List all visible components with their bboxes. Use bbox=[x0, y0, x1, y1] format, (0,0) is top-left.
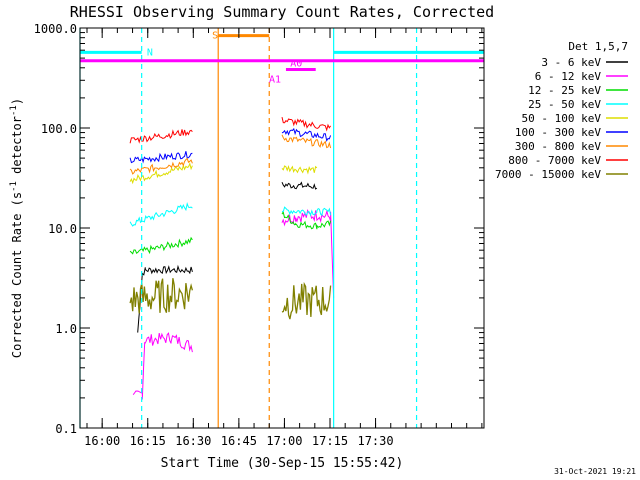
flag-label-A1: A1 bbox=[269, 74, 281, 85]
series-line-300-800-keV-2 bbox=[281, 134, 332, 149]
series-line-3-6-keV-2 bbox=[281, 181, 318, 190]
axes-layer: 0.1 1.0 10.0 100.0 1000.0 16:00 16:15 16:30 16:4… bbox=[34, 22, 484, 448]
timestamp: 31-Oct-2021 19:21 bbox=[554, 467, 636, 476]
y-label-mid: detector bbox=[10, 116, 24, 181]
series-line-3-6-keV-1 bbox=[137, 264, 193, 333]
x-axis-label: Start Time (30-Sep-15 15:55:42) bbox=[161, 456, 404, 471]
series-12-25-keV bbox=[129, 210, 332, 255]
series-line-6-12-keV-1 bbox=[132, 332, 193, 400]
x-tick-label: 16:45 bbox=[221, 434, 257, 448]
y-tick-label: 0.1 bbox=[55, 422, 77, 436]
x-tick-label: 16:00 bbox=[84, 434, 120, 448]
series-line-100-300-keV-2 bbox=[281, 127, 332, 142]
series-line-50-100-keV-1 bbox=[129, 162, 193, 185]
x-tick-label: 16:15 bbox=[130, 434, 166, 448]
y-tick-label: 10.0 bbox=[48, 222, 77, 236]
flag-label-S: S bbox=[212, 31, 218, 42]
series-layer bbox=[129, 116, 335, 400]
y-label-sup2: -1 bbox=[9, 105, 19, 116]
series-line-800-7000-keV-2 bbox=[281, 116, 332, 132]
series-line-300-800-keV-1 bbox=[129, 157, 193, 175]
series-line-7000-15000-keV-1 bbox=[129, 278, 194, 314]
flag-label-A0: A0 bbox=[290, 58, 302, 69]
legend-label-3-6-keV: 3 - 6 keV bbox=[541, 56, 601, 69]
legend-label-50-100-keV: 50 - 100 keV bbox=[522, 112, 602, 125]
y-label-sup1: -1 bbox=[9, 181, 19, 192]
legend-label-25-50-keV: 25 - 50 keV bbox=[528, 98, 601, 111]
series-line-800-7000-keV-1 bbox=[129, 129, 193, 144]
legend-label-100-300-keV: 100 - 300 keV bbox=[515, 126, 601, 139]
legend-label-800-7000-keV: 800 - 7000 keV bbox=[508, 154, 601, 167]
y-tick-label: 1.0 bbox=[55, 322, 77, 336]
series-50-100-keV bbox=[129, 162, 318, 185]
chart-title: RHESSI Observing Summary Count Rates, Co… bbox=[70, 3, 494, 21]
x-tick-label: 17:30 bbox=[357, 434, 393, 448]
series-line-50-100-keV-2 bbox=[281, 164, 318, 175]
legend-title: Det 1,5,7 bbox=[568, 40, 628, 53]
legend-label-6-12-keV: 6 - 12 keV bbox=[535, 70, 602, 83]
y-axis-label: Corrected Count Rate (s-1 detector-1) bbox=[9, 98, 24, 358]
x-tick-label: 17:00 bbox=[266, 434, 302, 448]
series-100-300-keV bbox=[129, 127, 332, 164]
series-line-7000-15000-keV-2 bbox=[281, 281, 332, 320]
series-line-12-25-keV-2 bbox=[281, 210, 332, 230]
series-line-25-50-keV-1 bbox=[129, 202, 193, 227]
flag-label-N: N bbox=[147, 47, 153, 58]
series-300-800-keV bbox=[129, 134, 332, 175]
legend-label-12-25-keV: 12 - 25 keV bbox=[528, 84, 601, 97]
series-line-12-25-keV-1 bbox=[129, 236, 193, 255]
y-tick-label: 100.0 bbox=[41, 122, 77, 136]
series-line-100-300-keV-1 bbox=[129, 151, 193, 164]
y-label-end: ) bbox=[10, 98, 24, 105]
series-line-25-50-keV-2 bbox=[281, 206, 332, 217]
series-25-50-keV bbox=[129, 202, 332, 227]
y-tick-label: 1000.0 bbox=[34, 22, 77, 36]
legend-label-7000-15000-keV: 7000 - 15000 keV bbox=[495, 168, 601, 181]
y-label-main: Corrected Count Rate (s bbox=[10, 192, 24, 358]
x-tick-label: 16:30 bbox=[175, 434, 211, 448]
series-3-6-keV bbox=[137, 181, 318, 333]
series-7000-15000-keV bbox=[129, 278, 332, 320]
series-800-7000-keV bbox=[129, 116, 332, 144]
legend-label-300-800-keV: 300 - 800 keV bbox=[515, 140, 601, 153]
x-tick-label: 17:15 bbox=[312, 434, 348, 448]
